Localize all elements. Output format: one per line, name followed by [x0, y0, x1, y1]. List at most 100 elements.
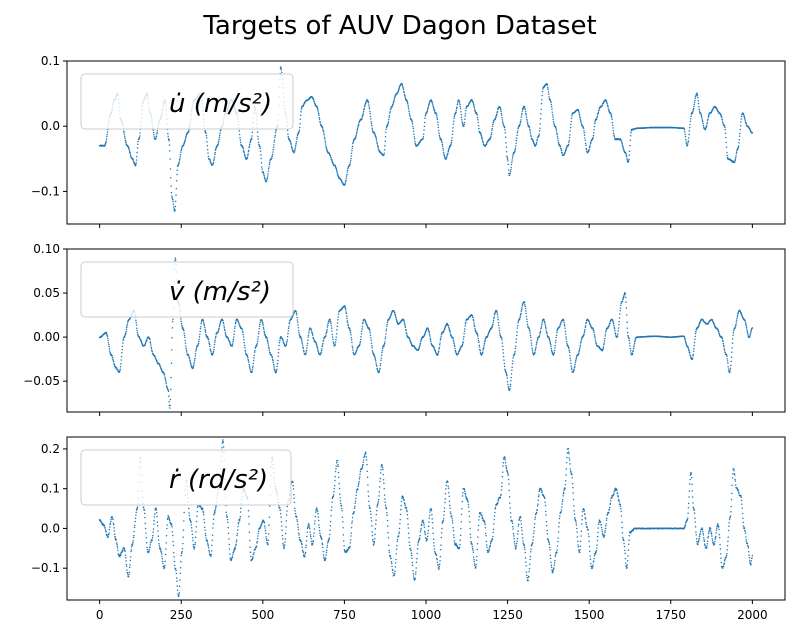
data-point	[407, 527, 410, 529]
data-point	[293, 501, 296, 504]
data-point	[176, 169, 179, 171]
data-point	[516, 130, 519, 132]
data-point	[403, 499, 405, 501]
data-point	[210, 555, 212, 557]
data-point	[547, 93, 550, 95]
data-point	[452, 339, 455, 341]
data-point	[507, 169, 510, 171]
data-point	[334, 479, 336, 482]
data-point	[404, 504, 406, 507]
data-point	[169, 407, 171, 409]
data-point	[281, 538, 284, 540]
data-point	[555, 339, 557, 342]
data-point	[146, 546, 148, 549]
data-point	[179, 154, 182, 156]
data-point	[685, 141, 687, 143]
data-point	[450, 141, 453, 144]
data-point	[334, 341, 337, 343]
data-point	[315, 507, 318, 509]
data-point	[447, 149, 450, 152]
data-point	[278, 344, 280, 347]
data-point	[449, 330, 451, 332]
data-point	[509, 385, 511, 388]
data-point	[204, 529, 206, 531]
data-point	[589, 144, 591, 146]
data-point	[535, 346, 537, 348]
data-point	[349, 539, 352, 541]
data-point	[628, 154, 631, 156]
data-point	[285, 526, 287, 528]
data-point	[684, 338, 686, 341]
data-point	[438, 343, 441, 346]
data-point	[167, 389, 169, 391]
data-point	[352, 351, 354, 354]
data-point	[174, 259, 177, 261]
data-point	[128, 566, 131, 569]
data-point	[688, 130, 691, 132]
data-point	[722, 340, 724, 343]
data-point	[260, 524, 263, 526]
data-point	[262, 322, 264, 325]
data-point	[390, 313, 393, 315]
data-point	[478, 341, 480, 344]
data-point	[249, 551, 252, 553]
data-point	[614, 329, 616, 332]
data-point	[689, 120, 692, 123]
data-point	[335, 338, 337, 341]
data-point	[621, 300, 624, 303]
data-point	[491, 324, 494, 327]
data-point	[370, 122, 373, 125]
data-point	[169, 398, 172, 401]
data-point	[271, 153, 274, 156]
data-point	[373, 542, 375, 544]
data-point	[500, 337, 503, 340]
data-point	[491, 129, 493, 131]
data-point	[244, 154, 246, 157]
data-point	[282, 542, 284, 545]
data-point	[511, 369, 513, 372]
data-point	[372, 540, 374, 542]
data-point	[525, 312, 527, 315]
data-point	[346, 169, 349, 171]
data-point	[481, 137, 483, 140]
data-point	[739, 128, 742, 131]
data-point	[193, 548, 196, 550]
data-point	[384, 341, 386, 343]
data-point	[132, 536, 135, 539]
data-point	[692, 355, 694, 357]
data-point	[687, 140, 690, 142]
data-point	[512, 155, 514, 157]
data-point	[242, 336, 245, 338]
data-point	[361, 117, 363, 119]
data-point	[687, 141, 689, 144]
data-point	[447, 325, 450, 327]
data-point	[236, 529, 239, 531]
data-point	[458, 100, 461, 103]
data-point	[310, 537, 312, 540]
data-point	[296, 135, 299, 137]
data-point	[510, 168, 512, 171]
data-point	[436, 117, 438, 119]
data-point	[214, 149, 217, 152]
data-point	[156, 129, 159, 132]
data-point	[323, 132, 325, 134]
data-point	[296, 316, 298, 319]
data-point	[154, 513, 156, 515]
data-point	[394, 566, 397, 568]
data-point	[420, 340, 422, 343]
data-point	[177, 595, 180, 598]
data-point	[357, 127, 359, 129]
data-point	[109, 522, 112, 525]
data-point	[265, 536, 267, 538]
data-point	[598, 109, 600, 111]
data-point	[711, 319, 714, 321]
data-point	[613, 324, 615, 327]
data-point	[407, 106, 410, 108]
data-point	[603, 101, 605, 103]
data-point	[306, 531, 308, 533]
data-point	[385, 131, 387, 133]
data-point	[481, 139, 484, 141]
data-point	[482, 351, 484, 353]
data-point	[171, 524, 173, 526]
data-point	[144, 516, 146, 519]
